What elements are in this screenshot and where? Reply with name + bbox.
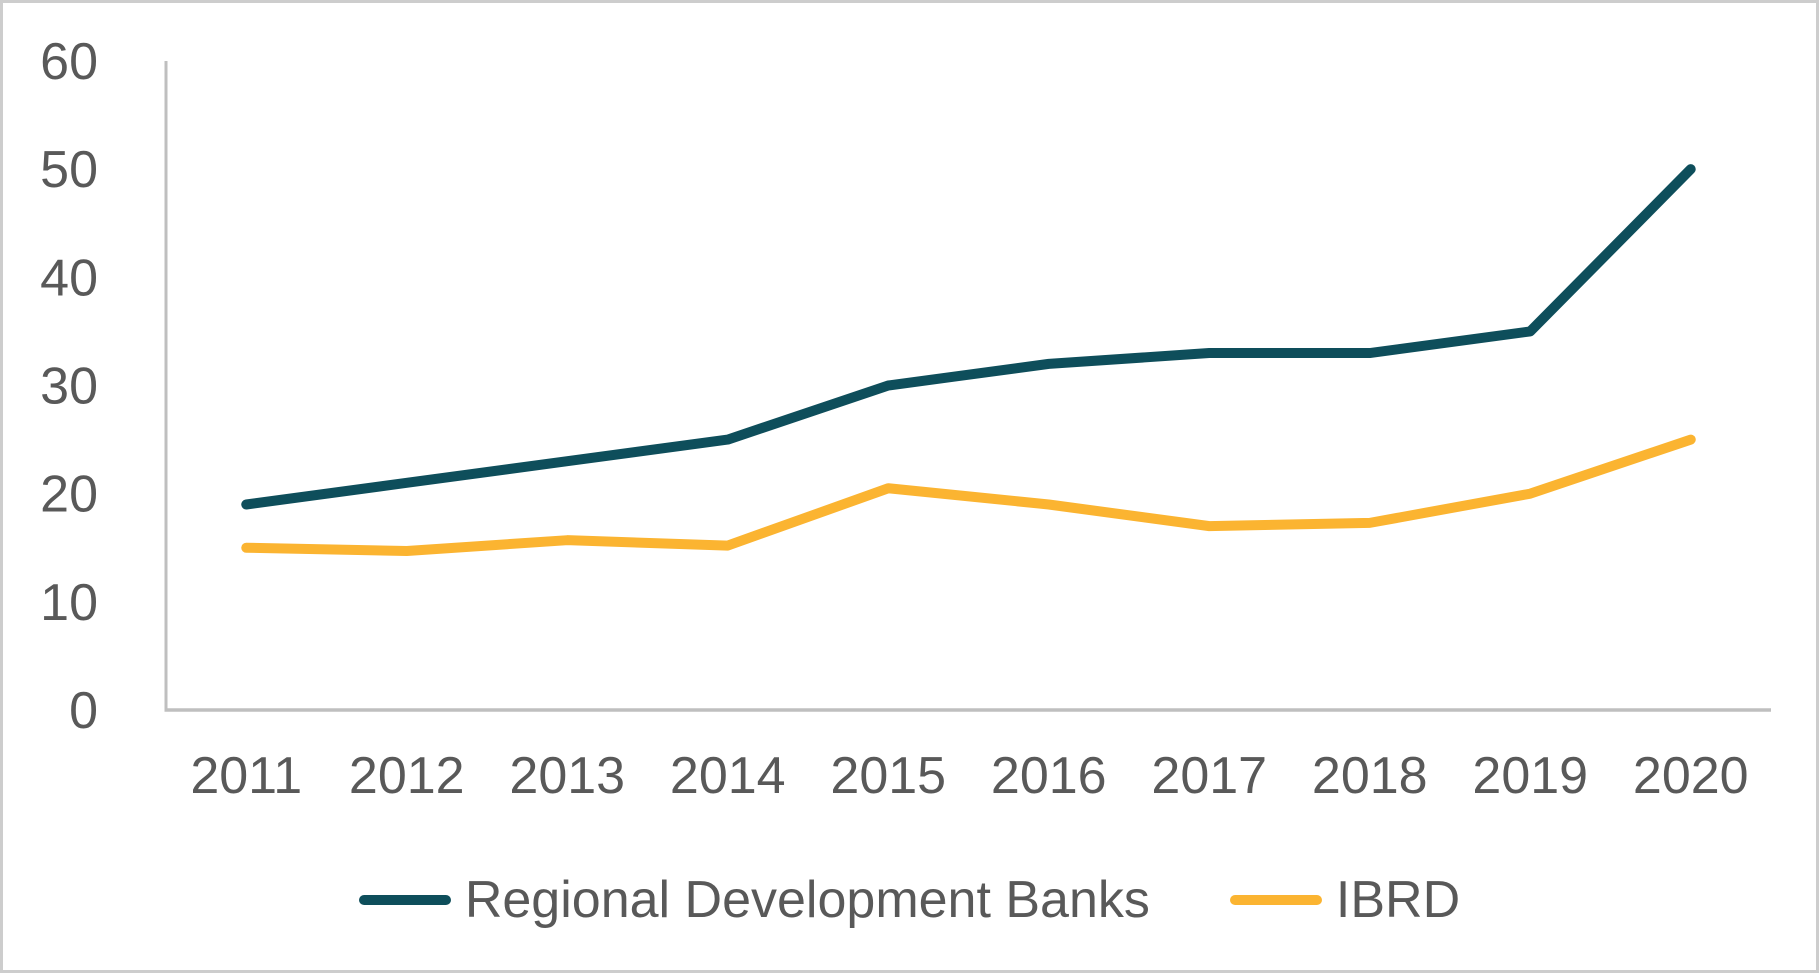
legend-label-regional-development-banks: Regional Development Banks — [464, 871, 1150, 929]
y-tick-label: 50 — [40, 141, 98, 199]
x-tick-label: 2011 — [190, 747, 302, 805]
legend-item-regional-development-banks: Regional Development Banks — [358, 870, 1150, 930]
y-tick-label: 10 — [40, 574, 98, 632]
series-line-ibrd — [241, 434, 1696, 556]
line-chart: 0 10 20 30 40 50 60 2011 2012 2013 2014 2015 2016 201… — [40, 33, 1771, 805]
x-tick-label: 2019 — [1472, 747, 1588, 805]
x-tick-label: 2018 — [1312, 747, 1428, 805]
y-tick-label: 60 — [40, 33, 98, 91]
x-tick-label: 2013 — [509, 747, 625, 805]
x-tick-label: 2015 — [830, 747, 946, 805]
y-tick-label: 40 — [40, 249, 98, 307]
y-tick-label: 20 — [40, 466, 98, 524]
legend-line-swatch-regional-development-banks — [358, 895, 451, 905]
x-tick-label: 2012 — [349, 747, 465, 805]
legend-label-ibrd: IBRD — [1335, 871, 1461, 929]
legend-line-swatch-ibrd — [1229, 895, 1322, 905]
y-tick-label: 30 — [40, 358, 98, 416]
x-tick-label: 2020 — [1633, 747, 1749, 805]
x-tick-label: 2016 — [991, 747, 1107, 805]
legend-item-ibrd: IBRD — [1229, 870, 1461, 930]
chart-legend: Regional Development Banks IBRD — [3, 858, 1816, 942]
x-tick-label: 2014 — [670, 747, 786, 805]
series-line-regional-development-banks — [241, 164, 1696, 510]
x-tick-label: 2017 — [1151, 747, 1267, 805]
y-tick-label: 0 — [69, 682, 98, 740]
